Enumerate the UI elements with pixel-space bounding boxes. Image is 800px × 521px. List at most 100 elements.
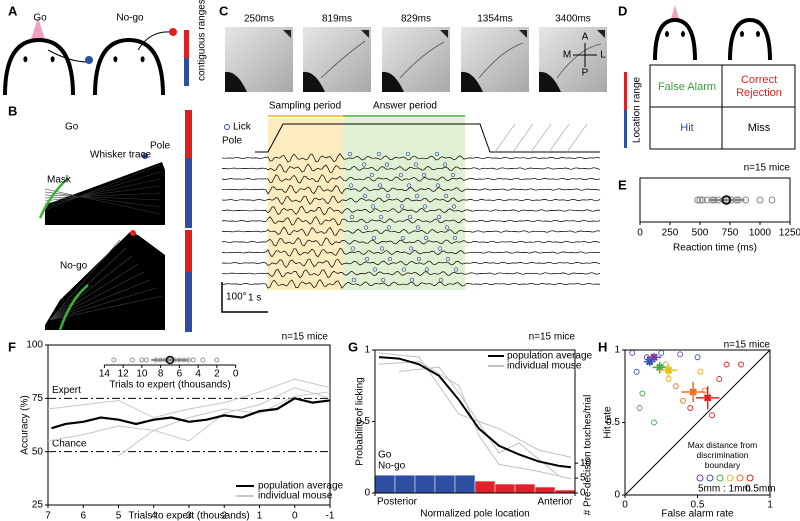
lick [423, 235, 429, 241]
y-tick-label: 75 [32, 393, 44, 404]
x-tick-label: 7 [45, 511, 51, 521]
go-label: Go [65, 122, 79, 133]
point [680, 397, 686, 404]
whisker-angle-trace [221, 268, 601, 279]
eye [50, 56, 55, 63]
mask [38, 177, 69, 219]
lick [407, 214, 413, 220]
whisker-line [44, 194, 161, 201]
pole-nogo [169, 28, 177, 36]
pole-nogo [130, 230, 136, 236]
compass-a: A [582, 32, 589, 43]
point [629, 349, 636, 356]
lick [350, 246, 356, 251]
point [658, 349, 665, 356]
whisker [399, 41, 445, 79]
plot-frame [639, 177, 791, 223]
legend-label: individual mouse [258, 491, 333, 502]
scale-bar [221, 282, 268, 313]
legend-swatch [696, 474, 704, 482]
point [732, 196, 740, 204]
point [694, 354, 701, 361]
eye [740, 31, 744, 37]
x-tick-label: 1 [257, 511, 263, 521]
mouse-silhouette [303, 71, 325, 92]
chart-title: n=15 mice [529, 332, 576, 343]
y-tick-label: 0.5 [356, 416, 370, 427]
point [633, 368, 640, 375]
whisker-angle-trace [221, 247, 601, 258]
point [662, 361, 669, 368]
point [158, 357, 164, 363]
nogo-label: No-go [60, 261, 88, 272]
lick [413, 162, 419, 167]
compass-p: P [582, 68, 589, 79]
eye [681, 31, 685, 37]
lick [421, 172, 427, 178]
y-tick-label: 50 [32, 446, 44, 457]
compass-m: M [563, 50, 571, 61]
series-line [378, 352, 572, 458]
panel-label: E [618, 177, 627, 192]
scale-angle: 100° [226, 292, 247, 303]
bar [534, 486, 556, 494]
lick [348, 183, 354, 188]
point [665, 376, 672, 382]
x-tick-label: 4 [151, 511, 157, 521]
mask-label: Mask [47, 175, 72, 186]
legend-label: population average [258, 481, 344, 492]
lick [386, 225, 392, 230]
lick [369, 172, 375, 178]
point [703, 196, 711, 204]
range-bar [184, 30, 189, 58]
inset-tick-label: 14 [99, 369, 111, 380]
panel-label: B [8, 103, 17, 118]
point [710, 196, 718, 204]
whisker-image [45, 162, 165, 225]
mouse-head [653, 17, 697, 61]
y2-tick-label: 10 [580, 458, 592, 469]
whisker-line [49, 287, 157, 321]
point [756, 196, 764, 204]
lick [415, 225, 421, 230]
point [153, 357, 159, 363]
lick [442, 162, 448, 167]
point [696, 196, 704, 204]
point [130, 357, 135, 363]
lick [437, 246, 443, 251]
answer-period [343, 118, 465, 290]
lick [371, 235, 377, 241]
chart-title: n=15 mice [744, 163, 791, 174]
point [768, 196, 776, 204]
whisker-angle-trace [221, 279, 601, 289]
point [734, 196, 742, 204]
frame-time: 1354ms [477, 14, 513, 25]
inset-axis-label: Trials to expert (thousands) [109, 380, 230, 391]
mean-point [721, 195, 732, 205]
range-bar [185, 158, 192, 228]
whisker [320, 40, 366, 79]
x-tick-label: 0 [622, 500, 628, 511]
series-line [398, 366, 560, 477]
x-axis-label: Trials to expert (thousands) [128, 511, 249, 521]
lick [363, 225, 369, 230]
go-label: Go [33, 13, 47, 24]
lick [362, 193, 368, 199]
sampling-label: Sampling period [269, 101, 341, 112]
whisker-cone [670, 5, 680, 22]
pole-trace [255, 123, 600, 153]
panel-label: A [8, 3, 18, 18]
y-tick-label: 0 [614, 490, 620, 501]
annotation: Max distance from discrimination boundar… [687, 440, 758, 470]
inset-tick-label: 12 [118, 369, 130, 380]
point [639, 390, 646, 397]
legend-label: individual mouse [507, 361, 582, 372]
cell-false-alarm: False Alarm [657, 80, 717, 93]
lick-label: Lick [233, 122, 252, 133]
point [698, 196, 706, 204]
point [723, 361, 730, 368]
eye [140, 56, 145, 63]
y-tick-label: 1 [614, 345, 620, 356]
mean-marker [689, 388, 698, 396]
series-line [378, 356, 572, 469]
